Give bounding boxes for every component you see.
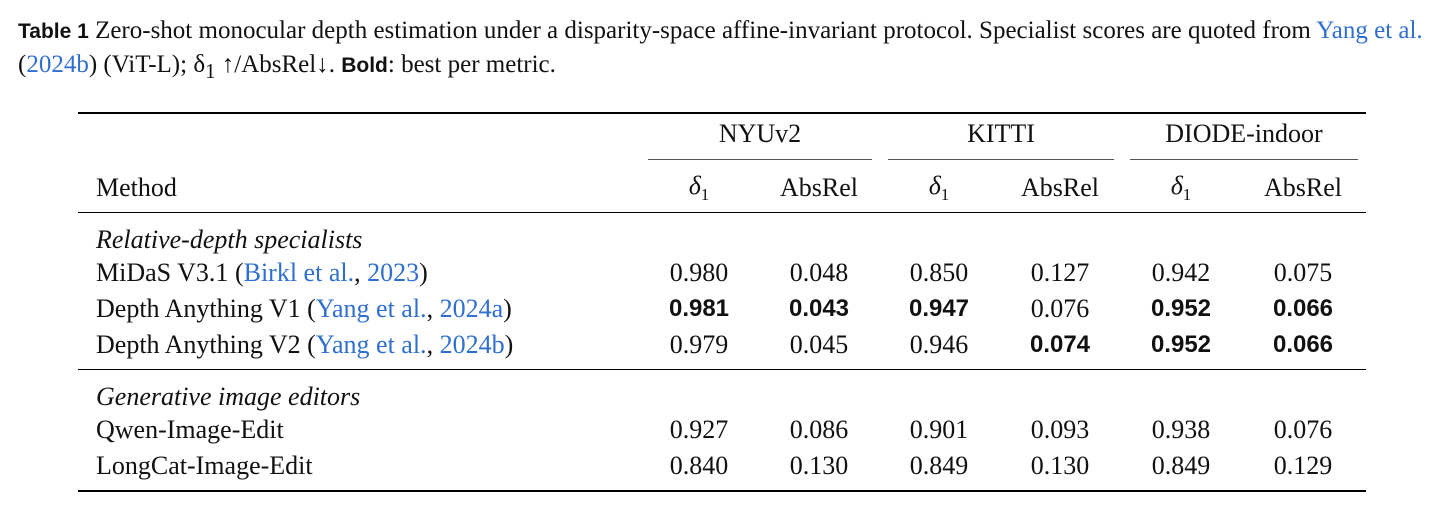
metric-cell: 0.942 [1151,258,1211,287]
table-caption: Table 1 Zero-shot monocular depth estima… [18,14,1428,88]
method-name: Qwen-Image-Edit [96,415,284,444]
metric-cell: 0.045 [789,330,849,359]
column-header-row: Method δ1 AbsRel δ1 AbsRel δ1 AbsRel [78,164,1366,213]
group-header-diode: DIODE-indoor [1122,113,1366,164]
caption-text: Zero-shot monocular depth estimation und… [88,17,1317,44]
absrel-header: AbsRel [1021,173,1099,202]
table-body: Relative-depth specialists MiDaS V3.1 (Bi… [78,213,1366,491]
citation-link[interactable]: Birkl et al. [243,258,355,287]
method-header: Method [96,173,177,202]
absrel-header: AbsRel [780,173,858,202]
citation-year-link[interactable]: 2023 [367,258,420,287]
group-header-row: NYUv2 KITTI DIODE-indoor [78,113,1366,164]
metric-cell-best: 0.074 [1029,331,1091,358]
results-table-container: NYUv2 KITTI DIODE-indoor Method δ1 AbsRe… [78,112,1366,492]
metric-cell: 0.927 [669,415,729,444]
metric-cell-best: 0.043 [788,295,850,322]
metric-cell: 0.130 [789,451,849,480]
table-row: Depth Anything V1 (Yang et al., 2024a) 0.… [78,291,1366,327]
method-name: LongCat-Image-Edit [96,451,313,480]
metric-cell-best: 0.947 [908,295,970,322]
caption-text: ↑/AbsRel↓. [215,51,342,78]
metric-cell: 0.946 [909,330,969,359]
caption-paren: ( [18,51,27,78]
metric-cell: 0.048 [789,258,849,287]
group-header-kitti: KITTI [880,113,1122,164]
table-row: LongCat-Image-Edit 0.840 0.130 0.849 0.130 0.… [78,448,1366,491]
method-name: MiDaS V3.1 [96,258,229,287]
metric-cell: 0.980 [669,258,729,287]
results-table: NYUv2 KITTI DIODE-indoor Method δ1 AbsRe… [78,112,1366,492]
delta1-header: δ1 [1170,170,1192,205]
metric-cell: 0.127 [1030,258,1090,287]
citation-year-link[interactable]: 2024b [26,51,89,78]
method-name-cell: Qwen-Image-Edit [78,412,640,448]
absrel-header: AbsRel [1264,173,1342,202]
table-row: Qwen-Image-Edit 0.927 0.086 0.901 0.093 0.938… [78,412,1366,448]
metric-cell: 0.076 [1030,294,1090,323]
metric-cell-best: 0.981 [668,295,730,322]
metric-cell: 0.938 [1151,415,1211,444]
citation-link[interactable]: Yang et al. [315,294,427,323]
metric-cell-best: 0.066 [1272,295,1334,322]
section-header-row: Relative-depth specialists [78,213,1366,256]
section-title: Relative-depth specialists [96,225,363,254]
method-name-cell: LongCat-Image-Edit [78,448,640,491]
metric-cell: 0.901 [909,415,969,444]
delta1-header: δ1 [688,170,710,205]
metric-cell: 0.850 [909,258,969,287]
metric-cell: 0.979 [669,330,729,359]
delta1-header: δ1 [928,170,950,205]
method-name: Depth Anything V1 [96,294,301,323]
group-header-nyuv2: NYUv2 [640,113,880,164]
method-name-cell: MiDaS V3.1 (Birkl et al., 2023) [96,258,428,287]
metric-cell: 0.086 [789,415,849,444]
bold-legend: Bold [341,54,388,77]
delta-subscript: 1 [205,59,216,83]
metric-cell: 0.130 [1030,451,1090,480]
metric-cell: 0.129 [1273,451,1333,480]
table-label: Table 1 [18,20,89,43]
citation-link[interactable]: Yang et al. [1316,17,1423,44]
table-row: MiDaS V3.1 (Birkl et al., 2023) 0.980 0.04… [78,255,1366,291]
metric-cell: 0.849 [909,451,969,480]
citation-link[interactable]: Yang et al. [315,330,427,359]
metric-cell: 0.840 [669,451,729,480]
metric-cell-best: 0.066 [1272,331,1334,358]
method-name-cell: Depth Anything V2 (Yang et al., 2024b) [96,330,514,359]
table-row: Depth Anything V2 (Yang et al., 2024b) 0.… [78,327,1366,370]
method-name: Depth Anything V2 [96,330,301,359]
method-name-cell: Depth Anything V1 (Yang et al., 2024a) [96,294,512,323]
metric-cell: 0.075 [1273,258,1333,287]
caption-text: : best per metric. [387,51,556,78]
metric-cell: 0.849 [1151,451,1211,480]
citation-year-link[interactable]: 2024a [439,294,504,323]
section-title: Generative image editors [96,382,361,411]
citation-year-link[interactable]: 2024b [439,330,505,359]
metric-cell-best: 0.952 [1150,331,1212,358]
caption-text: ) (ViT-L); δ [88,51,206,78]
section-header-row: Generative image editors [78,370,1366,413]
metric-cell-best: 0.952 [1150,295,1212,322]
group-header-spacer [78,113,640,164]
metric-cell: 0.093 [1030,415,1090,444]
metric-cell: 0.076 [1273,415,1333,444]
